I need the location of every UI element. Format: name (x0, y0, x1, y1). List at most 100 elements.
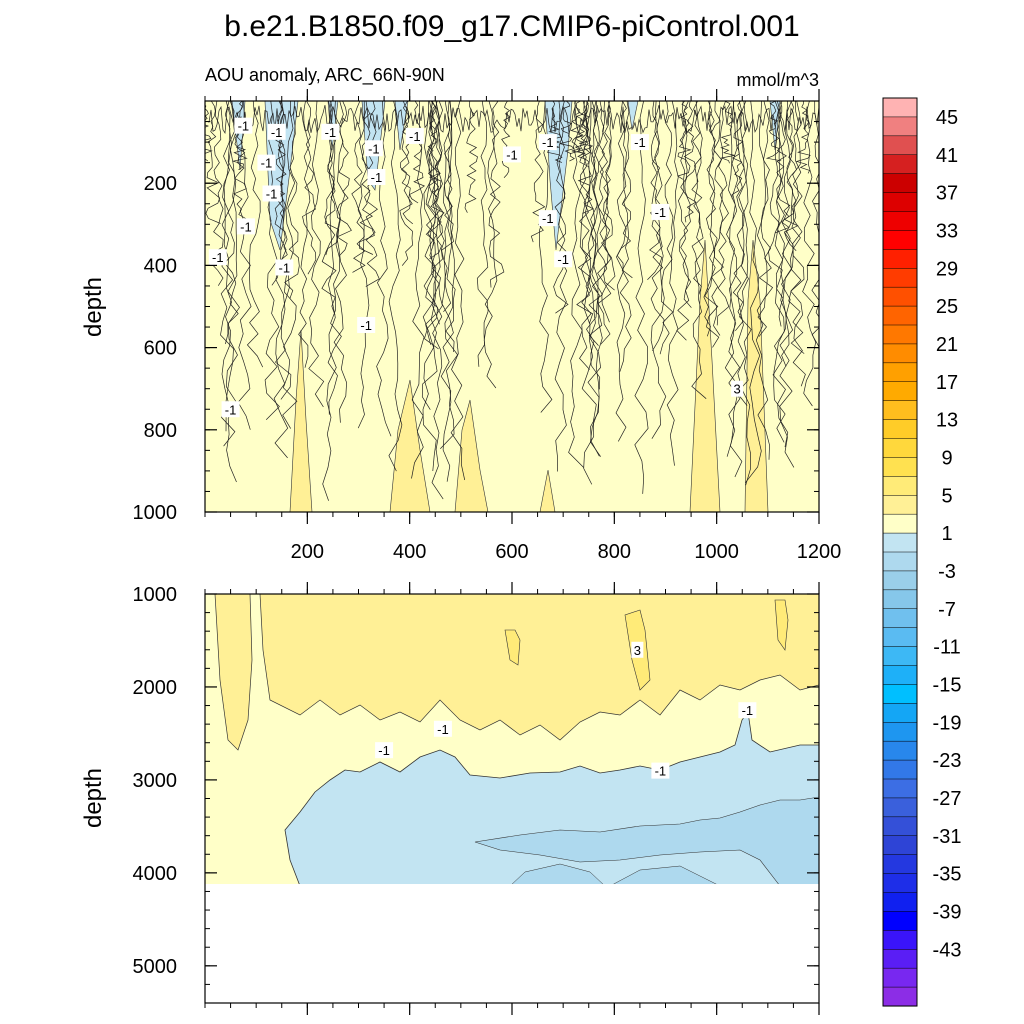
upper-contour-line (298, 101, 311, 368)
upper-contour-line (736, 101, 752, 406)
upper-x-tick-label: 400 (393, 541, 426, 563)
colorbar-swatch (882, 249, 918, 269)
upper-contour-line (273, 101, 289, 459)
lower-no-data-region (205, 884, 819, 1003)
colorbar-swatch (882, 570, 918, 591)
upper-x-tick-label: 1000 (694, 541, 739, 563)
colorbar-swatch (882, 400, 918, 421)
upper-contour-line (755, 101, 770, 460)
upper-contour-label-box (630, 134, 649, 151)
upper-contour-line (570, 101, 587, 156)
upper-contour-line (246, 101, 264, 368)
upper-contour-line (388, 101, 403, 472)
upper-contour-label: -1 (360, 318, 372, 333)
colorbar-label: 25 (936, 296, 958, 318)
lower-y-axis: 1000 2000 3000 4000 5000 (133, 584, 819, 1004)
colorbar: 45 41 37 33 29 25 21 17 13 9 5 1 -3 -7 -11 -15 -19 -23 -27… (882, 97, 962, 1007)
upper-contour-line (559, 101, 576, 162)
colorbar-swatch (882, 797, 918, 818)
colorbar-swatch (882, 97, 918, 118)
upper-contour-line (365, 101, 380, 287)
upper-contour-label: -1 (261, 156, 273, 171)
upper-y-tick-label: 1000 (133, 502, 178, 524)
lower-band-neg3 (474, 796, 819, 887)
upper-contour-line (431, 101, 444, 500)
upper-y-tick-label: 400 (144, 255, 177, 277)
colorbar-swatch (882, 343, 918, 364)
colorbar-label: -19 (933, 712, 962, 734)
colorbar-label: -35 (933, 864, 962, 886)
upper-contour-line (711, 101, 724, 336)
upper-y-axis: 200 400 600 800 1000 (133, 100, 819, 524)
upper-contour-label: 3 (734, 382, 741, 397)
colorbar-swatch (882, 532, 918, 553)
upper-anomaly-band-3 (289, 239, 769, 512)
upper-contour-line (788, 101, 805, 354)
lower-band-3 (214, 594, 819, 751)
upper-y-axis-label: depth (80, 277, 107, 337)
upper-contour-line (659, 101, 674, 355)
upper-contour-line (716, 101, 730, 326)
lower-y-tick-label: 1000 (133, 584, 178, 606)
upper-contour-line (476, 101, 489, 367)
upper-contour-line (576, 101, 594, 324)
chart-subtitle-left: AOU anomaly, ARC_66N-90N (205, 65, 445, 86)
upper-contour-line (569, 101, 586, 155)
upper-contour-label-box (221, 401, 240, 418)
colorbar-swatch (882, 211, 918, 231)
upper-contour-line (275, 101, 292, 400)
upper-contour-line (501, 101, 511, 178)
colorbar-label: 45 (936, 107, 958, 129)
lower-contour-label-box (651, 762, 670, 779)
lower-y-tick-label: 5000 (133, 956, 178, 978)
chart-title: b.e21.B1850.f09_g17.CMIP6-piControl.001 (224, 10, 799, 43)
upper-contour-label-box (651, 203, 670, 220)
lower-y-tick-label: 3000 (133, 770, 178, 792)
lower-y-tick-label: 2000 (133, 677, 178, 699)
upper-y-tick-label: 800 (144, 420, 177, 442)
upper-x-tick-label: 200 (291, 541, 324, 563)
colorbar-label: 1 (941, 523, 952, 545)
upper-contour-line (680, 101, 692, 308)
upper-contour-line (773, 101, 787, 443)
upper-contour-label: -1 (225, 402, 237, 417)
colorbar-swatch (882, 627, 918, 648)
upper-contour-label-box (275, 259, 294, 276)
colorbar-swatch (882, 154, 918, 175)
upper-contour-line (442, 101, 459, 482)
colorbar-swatch (882, 892, 918, 912)
upper-contour-label: -1 (238, 119, 250, 134)
colorbar-label: 13 (936, 410, 958, 432)
colorbar-swatch (882, 419, 918, 440)
colorbar-swatch (882, 854, 918, 875)
upper-contour-line (666, 101, 679, 466)
colorbar-swatch (882, 816, 918, 837)
upper-contour-line (802, 101, 817, 407)
upper-contour-label: -1 (325, 125, 337, 140)
upper-contour-line (731, 101, 744, 199)
upper-contour-line (728, 101, 743, 478)
colorbar-swatch (882, 230, 918, 250)
upper-contour-line (647, 101, 663, 281)
upper-x-tick-label: 1200 (797, 541, 842, 563)
upper-contour-line (745, 101, 762, 484)
upper-contour-label: -1 (266, 186, 278, 201)
upper-contour-line (588, 101, 603, 346)
upper-contour-label: -1 (271, 125, 283, 140)
upper-contour-label-box (554, 251, 573, 268)
colorbar-label: -39 (933, 901, 962, 923)
upper-contour-label-box (234, 117, 253, 134)
upper-contour-line (781, 101, 794, 367)
upper-contour-line (554, 101, 568, 472)
lower-contour-label: -1 (655, 764, 667, 779)
upper-contour-label: -1 (212, 250, 224, 265)
upper-contour-label-box (257, 154, 276, 171)
upper-contour-line (225, 101, 240, 483)
upper-contour-line (444, 101, 456, 353)
upper-x-axis: 200 400 600 800 1000 1200 (204, 89, 842, 563)
lower-contour-label-box (433, 720, 452, 737)
upper-contour-label-box (538, 134, 557, 151)
lower-contour-label: -1 (378, 743, 390, 758)
colorbar-swatch (882, 305, 918, 326)
